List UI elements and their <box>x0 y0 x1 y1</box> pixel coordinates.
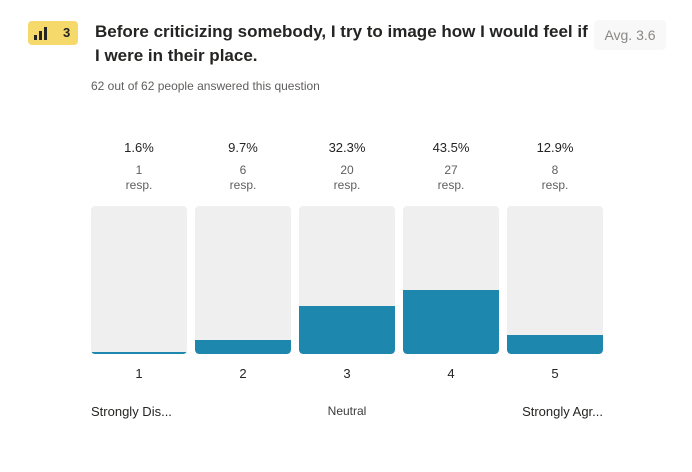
bar-column: 12.9% 8 resp. 5 <box>507 138 603 381</box>
bar-track <box>195 206 291 354</box>
scale-label-high: Strongly Agr... <box>522 404 603 419</box>
percent-label: 9.7% <box>228 140 258 155</box>
bar-track <box>403 206 499 354</box>
bar-column: 9.7% 6 resp. 2 <box>195 138 291 381</box>
unit-label: resp. <box>229 178 257 192</box>
x-tick-label: 1 <box>135 366 143 381</box>
count-label: 8 <box>551 163 559 177</box>
bar-column: 1.6% 1 resp. 1 <box>91 138 187 381</box>
unit-label: resp. <box>541 178 569 192</box>
count-label: 6 <box>239 163 247 177</box>
bar-fill <box>507 335 603 354</box>
question-number: 3 <box>63 25 71 40</box>
bar-column: 43.5% 27 resp. 4 <box>403 138 499 381</box>
percent-label: 43.5% <box>432 140 470 155</box>
response-count-summary: 62 out of 62 people answered this questi… <box>91 79 320 93</box>
percent-label: 32.3% <box>328 140 366 155</box>
count-label: 20 <box>340 163 354 177</box>
x-tick-label: 3 <box>343 366 351 381</box>
question-title: Before criticizing somebody, I try to im… <box>95 22 588 65</box>
bar-fill <box>403 290 499 354</box>
bar-track <box>299 206 395 354</box>
bar-track <box>507 206 603 354</box>
unit-label: resp. <box>333 178 361 192</box>
bar-fill <box>195 340 291 354</box>
count-label: 27 <box>444 163 458 177</box>
unit-label: resp. <box>125 178 153 192</box>
average-badge: Avg. 3.6 <box>594 20 666 50</box>
percent-label: 1.6% <box>124 140 154 155</box>
bar-fill <box>299 306 395 354</box>
scale-label-mid: Neutral <box>327 404 367 418</box>
x-tick-label: 2 <box>239 366 247 381</box>
question-number-badge: 3 <box>28 21 78 45</box>
scale-label-low: Strongly Dis... <box>91 404 172 419</box>
percent-label: 12.9% <box>536 140 574 155</box>
bar-chart-icon <box>34 27 47 40</box>
bar-fill <box>91 352 187 354</box>
bar-column: 32.3% 20 resp. 3 <box>299 138 395 381</box>
x-tick-label: 4 <box>447 366 455 381</box>
count-label: 1 <box>135 163 143 177</box>
x-tick-label: 5 <box>551 366 559 381</box>
bar-track <box>91 206 187 354</box>
unit-label: resp. <box>437 178 465 192</box>
